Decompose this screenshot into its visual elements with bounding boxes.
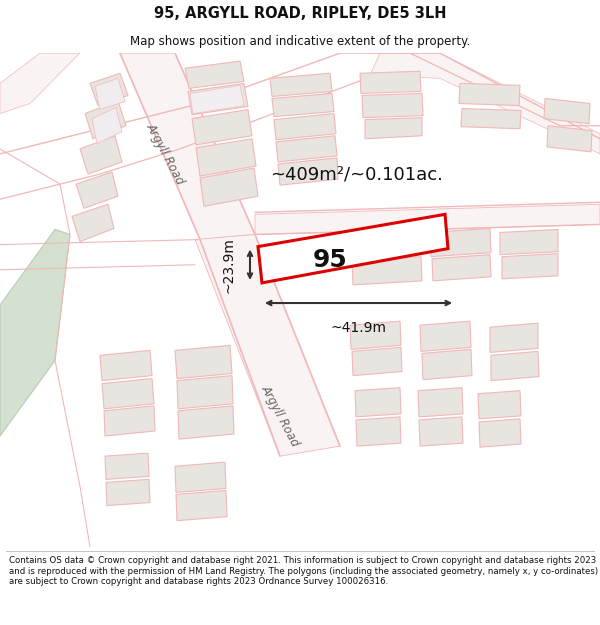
Polygon shape — [0, 53, 80, 114]
Polygon shape — [92, 107, 122, 144]
Polygon shape — [0, 229, 70, 436]
Polygon shape — [178, 406, 234, 439]
Polygon shape — [362, 93, 423, 118]
Polygon shape — [278, 158, 338, 185]
Polygon shape — [105, 453, 149, 479]
Polygon shape — [419, 417, 463, 446]
Polygon shape — [200, 168, 258, 206]
Polygon shape — [0, 53, 600, 547]
Text: ~23.9m: ~23.9m — [221, 237, 235, 292]
Polygon shape — [461, 109, 521, 129]
Polygon shape — [420, 321, 471, 351]
Text: 95, ARGYLL ROAD, RIPLEY, DE5 3LH: 95, ARGYLL ROAD, RIPLEY, DE5 3LH — [154, 6, 446, 21]
Polygon shape — [255, 204, 600, 234]
Polygon shape — [85, 101, 126, 139]
Polygon shape — [95, 78, 125, 109]
Polygon shape — [106, 479, 150, 506]
Polygon shape — [188, 83, 248, 114]
Polygon shape — [418, 388, 463, 417]
Polygon shape — [72, 204, 114, 241]
Polygon shape — [100, 351, 152, 381]
Polygon shape — [175, 462, 226, 492]
Polygon shape — [185, 61, 244, 88]
Text: Contains OS data © Crown copyright and database right 2021. This information is : Contains OS data © Crown copyright and d… — [9, 556, 598, 586]
Polygon shape — [102, 379, 154, 409]
Polygon shape — [350, 321, 401, 349]
Polygon shape — [491, 351, 539, 381]
Polygon shape — [104, 406, 155, 436]
Text: ~41.9m: ~41.9m — [331, 321, 386, 335]
Polygon shape — [544, 99, 590, 124]
Polygon shape — [350, 231, 421, 259]
Polygon shape — [270, 73, 332, 96]
Text: Map shows position and indicative extent of the property.: Map shows position and indicative extent… — [130, 35, 470, 48]
Polygon shape — [190, 86, 244, 114]
Polygon shape — [365, 118, 422, 139]
Polygon shape — [459, 83, 520, 106]
Text: Argyll Road: Argyll Road — [143, 121, 187, 187]
Polygon shape — [356, 417, 401, 446]
Polygon shape — [490, 323, 538, 352]
Polygon shape — [272, 93, 334, 117]
Polygon shape — [432, 254, 491, 281]
Polygon shape — [120, 53, 255, 239]
Polygon shape — [370, 53, 600, 154]
Polygon shape — [478, 391, 521, 419]
Polygon shape — [355, 388, 401, 417]
Polygon shape — [192, 109, 252, 145]
Text: ~409m²/~0.101ac.: ~409m²/~0.101ac. — [270, 165, 443, 183]
Polygon shape — [502, 254, 558, 279]
Polygon shape — [352, 257, 422, 285]
Text: Argyll Road: Argyll Road — [259, 383, 302, 449]
Polygon shape — [177, 376, 233, 409]
Polygon shape — [195, 234, 340, 456]
Polygon shape — [76, 172, 118, 208]
Polygon shape — [547, 126, 592, 152]
Polygon shape — [274, 114, 336, 140]
Polygon shape — [479, 419, 521, 447]
Polygon shape — [422, 349, 472, 379]
Polygon shape — [360, 71, 421, 93]
Polygon shape — [430, 229, 491, 257]
Text: 95: 95 — [313, 248, 347, 272]
Polygon shape — [176, 491, 227, 521]
Polygon shape — [175, 346, 232, 379]
Polygon shape — [90, 73, 128, 106]
Polygon shape — [80, 136, 122, 174]
Polygon shape — [258, 214, 448, 283]
Polygon shape — [276, 136, 337, 162]
Polygon shape — [352, 348, 402, 376]
Polygon shape — [196, 139, 256, 176]
Polygon shape — [500, 229, 558, 254]
